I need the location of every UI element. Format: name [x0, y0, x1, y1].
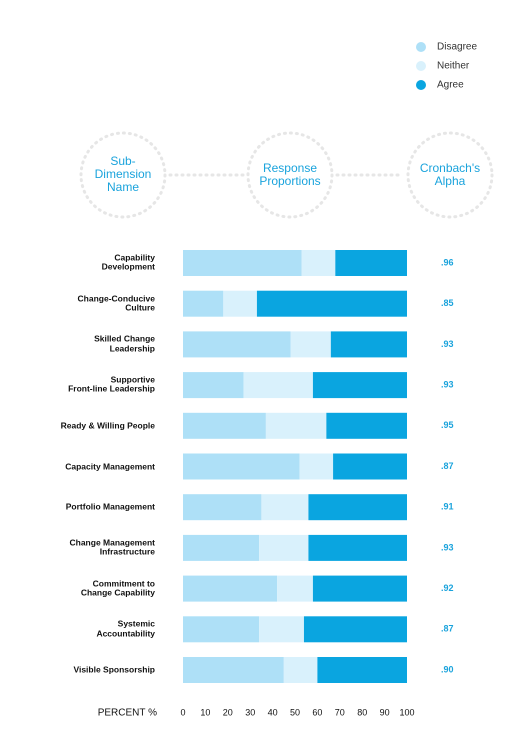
bar-segment — [335, 250, 407, 276]
bar-segment — [333, 453, 407, 480]
bar-segment — [326, 412, 407, 439]
x-tick-label: 90 — [380, 707, 390, 717]
alpha-label: .93 — [441, 339, 454, 349]
bar-segment — [277, 575, 313, 602]
bar-segment — [312, 575, 407, 602]
category-label: Capacity Management — [65, 460, 155, 471]
bar-segment — [183, 616, 260, 643]
x-tick-label: 60 — [312, 707, 322, 717]
x-tick-label: 40 — [268, 707, 278, 717]
alpha-label: .87 — [441, 624, 454, 634]
category-label: Systemic Accountability — [96, 618, 155, 639]
category-label: Ready & Willing People — [60, 420, 155, 431]
alpha-label: .92 — [441, 583, 454, 593]
bar-segment — [183, 575, 278, 602]
bar-segment — [183, 534, 260, 561]
category-label: Capability Development — [101, 252, 155, 272]
bar-segment — [330, 331, 407, 358]
bar-segment — [312, 372, 407, 399]
alpha-label: .91 — [441, 502, 454, 512]
x-tick-label: 80 — [357, 707, 367, 717]
alpha-label: .87 — [441, 461, 454, 471]
bar-segment — [183, 657, 284, 683]
x-tick-label: 10 — [200, 707, 210, 717]
legend-swatch — [416, 42, 426, 52]
bar-segment — [317, 657, 407, 683]
alpha-label: .90 — [441, 664, 454, 674]
category-label: Change-Conducive Culture — [77, 293, 155, 313]
category-label: Portfolio Management — [65, 501, 155, 512]
bar-segment — [261, 494, 309, 521]
legend-swatch — [416, 61, 426, 71]
x-tick-label: 70 — [335, 707, 345, 717]
bar-segment — [259, 534, 309, 561]
legend-label: Agree — [437, 80, 464, 91]
category-label: Supportive Front-line Leadership — [68, 374, 155, 395]
x-tick-label: 20 — [223, 707, 233, 717]
bar-segment — [303, 616, 407, 643]
alpha-label: .85 — [441, 298, 454, 308]
bar-segment — [259, 616, 304, 643]
bar-segment — [183, 412, 266, 439]
x-tick-label: 0 — [180, 707, 185, 717]
bar-segment — [243, 372, 313, 399]
bar-segment — [183, 494, 262, 521]
alpha-label: .93 — [441, 379, 454, 389]
x-axis-label: PERCENT % — [98, 708, 157, 719]
column-header: Response Proportions — [259, 160, 321, 188]
x-tick-label: 30 — [245, 707, 255, 717]
x-tick-label: 50 — [290, 707, 300, 717]
bar-segment — [283, 657, 318, 683]
bar-segment — [183, 250, 302, 276]
category-label: Visible Sponsorship — [73, 664, 155, 675]
bar-segment — [183, 331, 291, 358]
bar-segment — [290, 331, 331, 358]
legend-label: Disagree — [437, 42, 477, 53]
bar-segment — [308, 534, 407, 561]
category-label: Change Management Infrastructure — [69, 537, 156, 557]
bar-segment — [265, 412, 327, 439]
alpha-label: .95 — [441, 420, 454, 430]
decoration — [79, 131, 494, 219]
bar-segment — [183, 372, 244, 399]
x-tick-label: 100 — [399, 707, 414, 717]
bar-segment — [256, 290, 407, 317]
alpha-label: .96 — [441, 257, 454, 267]
bar-segment — [223, 290, 257, 317]
legend-label: Neither — [437, 61, 470, 72]
bar-segment — [183, 290, 224, 317]
category-label: Skilled Change Leadership — [94, 334, 155, 354]
bar-segment — [301, 250, 336, 276]
category-label: Commitment to Change Capability — [80, 578, 155, 598]
bar-segment — [308, 494, 407, 521]
bar-segment — [299, 453, 334, 480]
alpha-label: .93 — [441, 542, 454, 552]
bar-segment — [183, 453, 300, 480]
legend-swatch — [416, 80, 426, 90]
column-header: Sub- Dimension Name — [94, 154, 152, 195]
column-header: Cronbach's Alpha — [419, 160, 481, 188]
